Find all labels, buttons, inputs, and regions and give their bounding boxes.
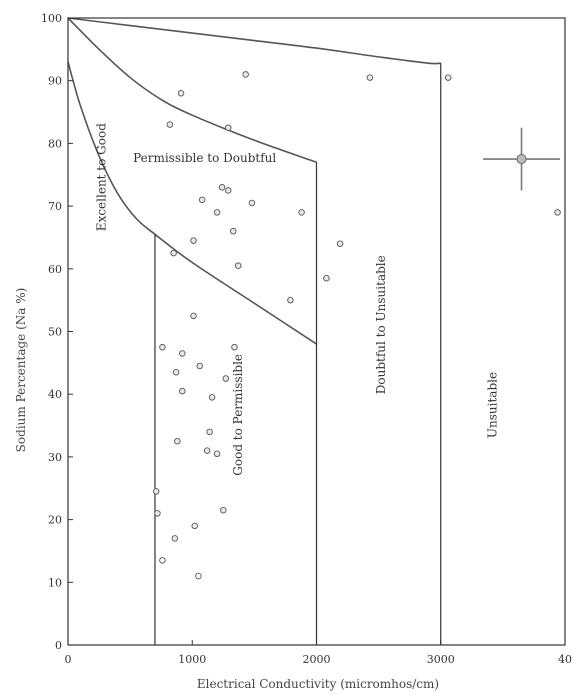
data-point bbox=[230, 227, 237, 235]
x-tick-label: 1000 bbox=[178, 653, 206, 666]
data-point bbox=[170, 249, 177, 257]
data-point bbox=[287, 296, 294, 304]
data-point bbox=[231, 343, 238, 351]
data-point bbox=[203, 447, 211, 454]
data-point bbox=[179, 387, 186, 395]
data-point bbox=[225, 187, 232, 194]
data-point bbox=[213, 209, 221, 216]
data-point bbox=[177, 89, 185, 97]
data-point bbox=[298, 209, 305, 216]
region-label: Permissible to Doubtful bbox=[133, 151, 276, 165]
x-axis-label: Electrical Conductivity (micromhos/cm) bbox=[197, 677, 439, 691]
data-point bbox=[225, 124, 232, 131]
data-point bbox=[191, 522, 198, 530]
data-point bbox=[554, 209, 561, 216]
y-tick-label: 20 bbox=[48, 514, 62, 527]
data-point bbox=[234, 262, 242, 269]
data-point bbox=[336, 240, 344, 247]
data-point bbox=[222, 375, 230, 382]
data-point bbox=[196, 362, 203, 370]
data-point bbox=[198, 196, 206, 204]
error-bar-group bbox=[482, 127, 561, 191]
data-point bbox=[174, 437, 181, 445]
data-point bbox=[218, 184, 226, 191]
data-point bbox=[213, 450, 221, 458]
region-label: Unsuitable bbox=[486, 372, 500, 438]
y-tick-label: 70 bbox=[48, 200, 62, 213]
data-point bbox=[171, 535, 179, 542]
data-point bbox=[444, 74, 452, 81]
region-label: Doubtful to Unsuitable bbox=[374, 255, 388, 394]
y-tick-label: 10 bbox=[48, 576, 62, 589]
y-axis-label: Sodium Percentage (Na %) bbox=[14, 288, 28, 453]
x-tick-label: 0 bbox=[65, 653, 72, 666]
y-axis-label-group: Sodium Percentage (Na %) bbox=[14, 288, 28, 453]
upper-boundary-curve bbox=[67, 17, 441, 65]
data-point bbox=[154, 510, 161, 517]
data-points bbox=[152, 71, 561, 580]
classification-boundaries bbox=[67, 17, 442, 645]
data-point bbox=[179, 350, 186, 357]
data-point bbox=[242, 71, 249, 78]
data-point bbox=[166, 121, 174, 128]
y-tick-label: 50 bbox=[48, 326, 62, 339]
data-point bbox=[366, 74, 374, 81]
data-point bbox=[190, 237, 197, 244]
data-point bbox=[220, 506, 227, 514]
error-bar-center-point bbox=[516, 154, 527, 165]
data-point bbox=[152, 488, 160, 495]
data-point bbox=[172, 369, 180, 376]
y-tick-label: 40 bbox=[48, 388, 62, 401]
middle-boundary-curve bbox=[67, 17, 317, 163]
region-labels: Excellent to Good Good to Permissible Perm… bbox=[94, 123, 499, 476]
data-point bbox=[323, 274, 330, 282]
data-point bbox=[248, 199, 256, 207]
y-tick-label: 90 bbox=[48, 75, 62, 88]
data-point bbox=[159, 557, 166, 564]
y-tick-label: 30 bbox=[48, 451, 62, 464]
region-label: Good to Permissible bbox=[231, 354, 245, 476]
x-tick-label: 2000 bbox=[303, 653, 331, 666]
data-point bbox=[195, 572, 202, 580]
y-tick-label: 80 bbox=[48, 137, 62, 150]
y-tick-label: 60 bbox=[48, 263, 62, 276]
data-point bbox=[208, 394, 216, 401]
x-tick-label: 3000 bbox=[427, 653, 455, 666]
data-point bbox=[190, 312, 197, 320]
y-tick-label: 0 bbox=[55, 639, 62, 652]
lower-boundary-curve bbox=[67, 61, 317, 345]
plot-frame bbox=[67, 17, 566, 646]
data-point bbox=[159, 343, 166, 351]
region-label: Excellent to Good bbox=[94, 123, 108, 231]
data-point bbox=[206, 428, 213, 436]
x-tick-label: 40 bbox=[558, 653, 572, 666]
y-tick-label: 100 bbox=[41, 12, 62, 25]
